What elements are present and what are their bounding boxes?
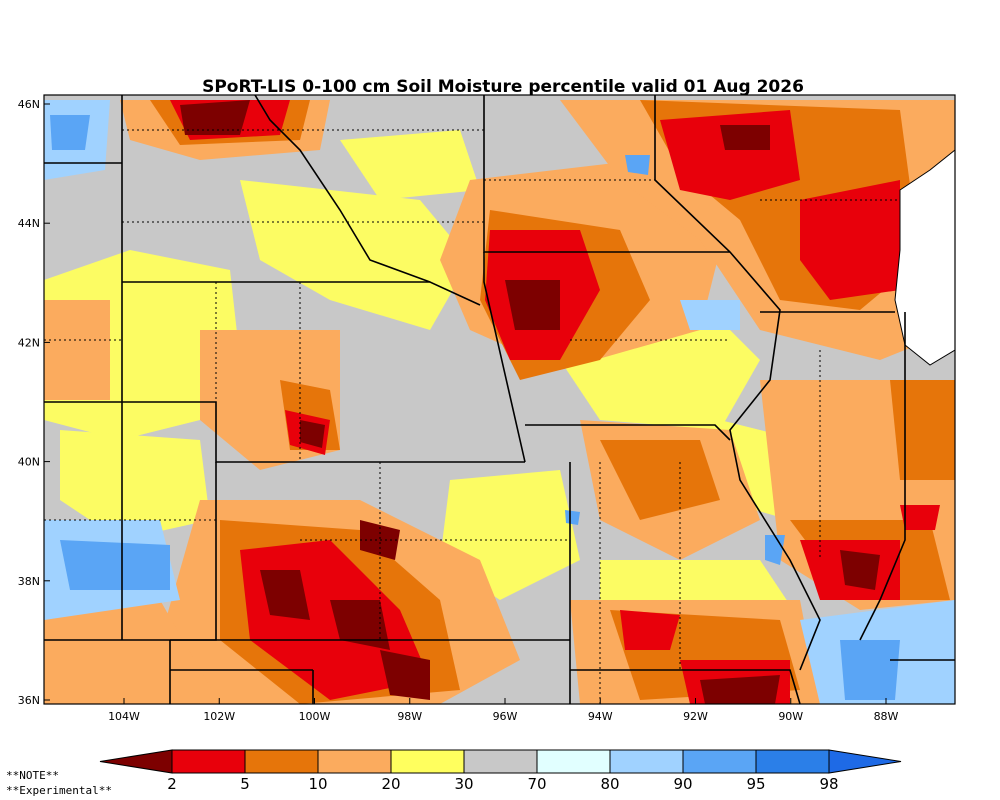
colorbar-label: 30	[454, 775, 473, 793]
lon-labels: 104W 102W 100W 98W 96W 94W 92W 90W 88W	[108, 698, 899, 723]
map-title: SPoRT-LIS 0-100 cm Soil Moisture percent…	[202, 77, 804, 97]
lat-label: 44N	[18, 217, 40, 230]
colorbar-label: 90	[673, 775, 692, 793]
lon-label: 102W	[203, 710, 235, 723]
map-field	[44, 95, 955, 704]
lon-label: 100W	[299, 710, 331, 723]
colorbar-segment	[755, 749, 830, 774]
colorbar: 2 5 10 20 30 70 80 90 95 98	[99, 749, 902, 793]
colorbar-label: 2	[167, 775, 177, 793]
colorbar-label: 10	[308, 775, 327, 793]
lat-label: 40N	[18, 456, 40, 469]
colorbar-segment	[390, 749, 465, 774]
lat-label: 42N	[18, 336, 40, 349]
note: **NOTE**	[6, 769, 59, 782]
lon-label: 90W	[778, 710, 803, 723]
colorbar-label: 80	[600, 775, 619, 793]
lat-label: 46N	[18, 98, 40, 111]
colorbar-segment	[171, 749, 246, 774]
lon-label: 92W	[683, 710, 708, 723]
colorbar-segment	[463, 749, 538, 774]
colorbar-label: 95	[746, 775, 765, 793]
colorbar-segment	[317, 749, 392, 774]
lon-label: 98W	[397, 710, 422, 723]
lat-labels: 46N 44N 42N 40N 38N 36N	[18, 98, 50, 707]
note: **Experimental**	[6, 784, 112, 797]
map-frame	[43, 94, 956, 705]
colorbar-segment	[609, 749, 684, 774]
colorbar-label: 5	[240, 775, 250, 793]
lat-label: 36N	[18, 694, 40, 707]
colorbar-segment	[536, 749, 611, 774]
colorbar-label: 70	[527, 775, 546, 793]
colorbar-arrow	[828, 749, 902, 774]
lat-label: 38N	[18, 575, 40, 588]
lon-label: 88W	[874, 710, 899, 723]
colorbar-label: 20	[381, 775, 400, 793]
colorbar-arrow	[99, 749, 173, 774]
colorbar-segment	[682, 749, 757, 774]
lon-label: 94W	[588, 710, 613, 723]
colorbar-label: 98	[819, 775, 838, 793]
lon-label: 96W	[493, 710, 518, 723]
colorbar-segment	[244, 749, 319, 774]
lon-label: 104W	[108, 710, 140, 723]
